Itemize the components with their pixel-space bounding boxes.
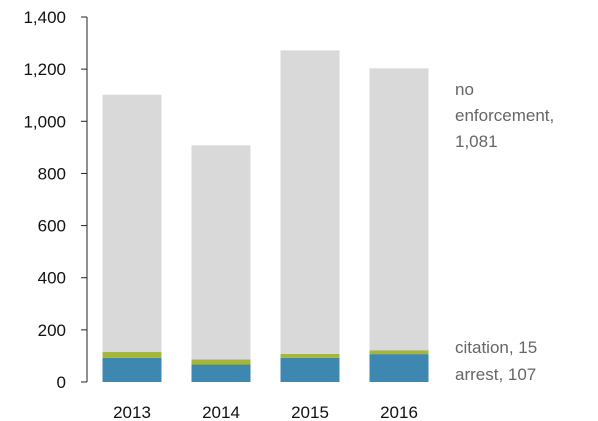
bar-segment-no-enforcement-2016 [369, 68, 429, 351]
bar-segment-arrest-2013 [102, 357, 162, 382]
bar-segment-arrest-2014 [191, 364, 251, 382]
legend-label-arrest: arrest, 107 [455, 365, 536, 384]
legend-label-no-enforcement-line-1: no [455, 80, 474, 99]
bar-segment-citation-2014 [191, 359, 251, 365]
y-tick-label: 600 [38, 217, 66, 236]
x-tick-label: 2016 [380, 403, 418, 421]
bars [102, 50, 429, 382]
y-axis: 0 200 400 600 800 1,000 1,200 1,400 [23, 8, 88, 392]
x-tick-label: 2014 [202, 403, 240, 421]
bar-segment-arrest-2015 [280, 357, 340, 382]
legend: no enforcement, 1,081 citation, 15 arres… [455, 80, 554, 384]
y-tick-label: 400 [38, 269, 66, 288]
y-tick-label: 1,000 [23, 112, 66, 131]
x-tick-label: 2013 [113, 403, 151, 421]
y-tick-label: 1,400 [23, 8, 66, 27]
x-axis: 2013 2014 2015 2016 [113, 403, 418, 421]
legend-label-citation: citation, 15 [455, 338, 537, 357]
bar-segment-citation-2015 [280, 353, 340, 358]
bar-segment-no-enforcement-2015 [280, 50, 340, 354]
bar-segment-citation-2016 [369, 350, 429, 355]
bar-segment-no-enforcement-2013 [102, 94, 162, 353]
legend-label-no-enforcement-line-2: enforcement, [455, 106, 554, 125]
bar-segment-citation-2013 [102, 352, 162, 358]
legend-label-no-enforcement-line-3: 1,081 [455, 132, 498, 151]
y-tick-label: 800 [38, 164, 66, 183]
y-tick-label: 1,200 [23, 60, 66, 79]
x-tick-label: 2015 [291, 403, 329, 421]
y-tick-label: 0 [57, 373, 66, 392]
y-tick-label: 200 [38, 321, 66, 340]
bar-segment-no-enforcement-2014 [191, 145, 251, 360]
bar-segment-arrest-2016 [369, 354, 429, 382]
